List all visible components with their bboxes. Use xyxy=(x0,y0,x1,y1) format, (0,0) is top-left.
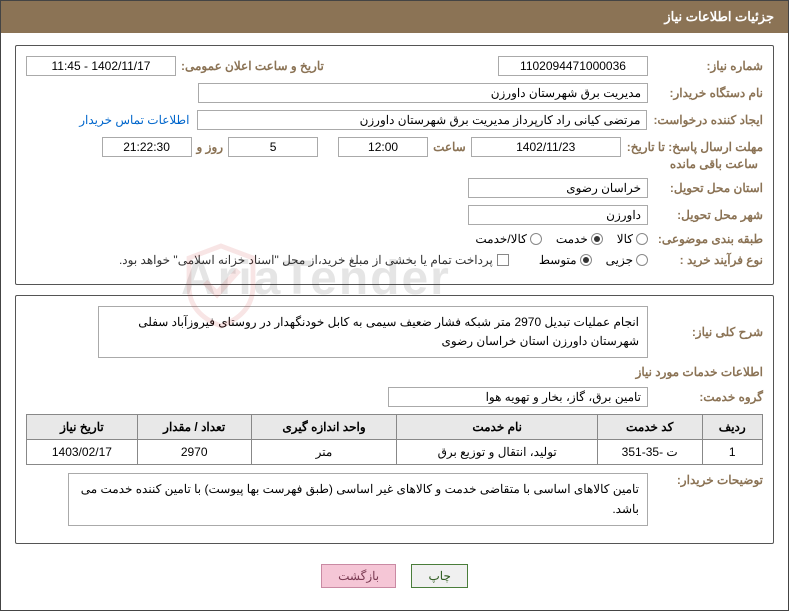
buyer-note-text: تامین کالاهای اساسی با متقاضی خدمت و کال… xyxy=(68,473,648,525)
category-option[interactable]: خدمت xyxy=(556,232,603,246)
category-option-label: خدمت xyxy=(556,232,588,246)
category-option-label: کالا xyxy=(617,232,633,246)
buyer-org-value: مدیریت برق شهرستان داورزن xyxy=(198,83,648,103)
remain-time: 21:22:30 xyxy=(102,137,192,157)
table-cell: تولید، انتقال و توزیع برق xyxy=(397,440,597,465)
fieldset-general: شماره نیاز: 1102094471000036 تاریخ و ساع… xyxy=(15,45,774,285)
deadline-time: 12:00 xyxy=(338,137,428,157)
city-value: داورزن xyxy=(468,205,648,225)
print-button[interactable]: چاپ xyxy=(411,564,467,588)
service-table: ردیفکد خدمتنام خدمتواحد اندازه گیریتعداد… xyxy=(26,414,763,465)
ptype-option-label: متوسط xyxy=(539,253,577,267)
need-no-label: شماره نیاز: xyxy=(648,59,763,73)
table-header: نام خدمت xyxy=(397,415,597,440)
remain-label: ساعت باقی مانده xyxy=(665,157,763,171)
table-cell: متر xyxy=(251,440,397,465)
payment-note: پرداخت تمام یا بخشی از مبلغ خرید،از محل … xyxy=(119,253,493,267)
deadline-label: مهلت ارسال پاسخ: تا تاریخ: xyxy=(621,140,763,154)
ptype-label: نوع فرآیند خرید : xyxy=(648,253,763,267)
fieldset-need: شرح کلی نیاز: انجام عملیات تبدیل 2970 مت… xyxy=(15,295,774,544)
category-option[interactable]: کالا/خدمت xyxy=(475,232,541,246)
category-label: طبقه بندی موضوعی: xyxy=(648,232,763,246)
ann-datetime-label: تاریخ و ساعت اعلان عمومی: xyxy=(176,59,329,73)
radio-icon xyxy=(636,233,648,245)
time-label: ساعت xyxy=(428,140,471,154)
services-title: اطلاعات خدمات مورد نیاز xyxy=(26,365,763,379)
need-no-value: 1102094471000036 xyxy=(498,56,648,76)
contact-link[interactable]: اطلاعات تماس خریدار xyxy=(79,113,197,127)
table-header: تاریخ نیاز xyxy=(27,415,138,440)
ptype-option[interactable]: جزیی xyxy=(606,253,648,267)
ann-datetime-value: 1402/11/17 - 11:45 xyxy=(26,56,176,76)
requester-label: ایجاد کننده درخواست: xyxy=(647,113,763,127)
group-value: تامین برق، گاز، بخار و تهویه هوا xyxy=(388,387,648,407)
days-value: 5 xyxy=(228,137,318,157)
category-radios: کالا خدمت کالا/خدمت xyxy=(475,232,648,246)
city-label: شهر محل تحویل: xyxy=(648,208,763,222)
table-cell: ت -35-351 xyxy=(597,440,702,465)
radio-icon xyxy=(636,254,648,266)
summary-text: انجام عملیات تبدیل 2970 متر شبکه فشار ضع… xyxy=(98,306,648,358)
province-value: خراسان رضوی xyxy=(468,178,648,198)
page-title: جزئیات اطلاعات نیاز xyxy=(664,9,774,24)
table-row: 1ت -35-351تولید، انتقال و توزیع برقمتر29… xyxy=(27,440,763,465)
radio-icon xyxy=(530,233,542,245)
radio-icon xyxy=(580,254,592,266)
table-header: واحد اندازه گیری xyxy=(251,415,397,440)
table-cell: 1 xyxy=(702,440,762,465)
buyer-note-label: توضیحات خریدار: xyxy=(648,473,763,487)
category-option[interactable]: کالا xyxy=(617,232,648,246)
summary-label: شرح کلی نیاز: xyxy=(648,325,763,339)
category-option-label: کالا/خدمت xyxy=(475,232,526,246)
ptype-option[interactable]: متوسط xyxy=(539,253,592,267)
buyer-org-label: نام دستگاه خریدار: xyxy=(648,86,763,100)
table-cell: 1403/02/17 xyxy=(27,440,138,465)
table-header: ردیف xyxy=(702,415,762,440)
back-button[interactable]: بازگشت xyxy=(321,564,396,588)
radio-icon xyxy=(591,233,603,245)
province-label: استان محل تحویل: xyxy=(648,181,763,195)
deadline-date: 1402/11/23 xyxy=(471,137,621,157)
ptype-radios: جزیی متوسط xyxy=(539,253,648,267)
table-cell: 2970 xyxy=(137,440,251,465)
requester-value: مرتضی کیانی راد کارپرداز مدیریت برق شهرس… xyxy=(197,110,647,130)
days-and-label: روز و xyxy=(192,140,229,154)
table-header: تعداد / مقدار xyxy=(137,415,251,440)
group-label: گروه خدمت: xyxy=(648,390,763,404)
ptype-option-label: جزیی xyxy=(606,253,633,267)
table-header: کد خدمت xyxy=(597,415,702,440)
payment-checkbox[interactable] xyxy=(497,254,509,266)
page-header: جزئیات اطلاعات نیاز xyxy=(1,1,788,33)
